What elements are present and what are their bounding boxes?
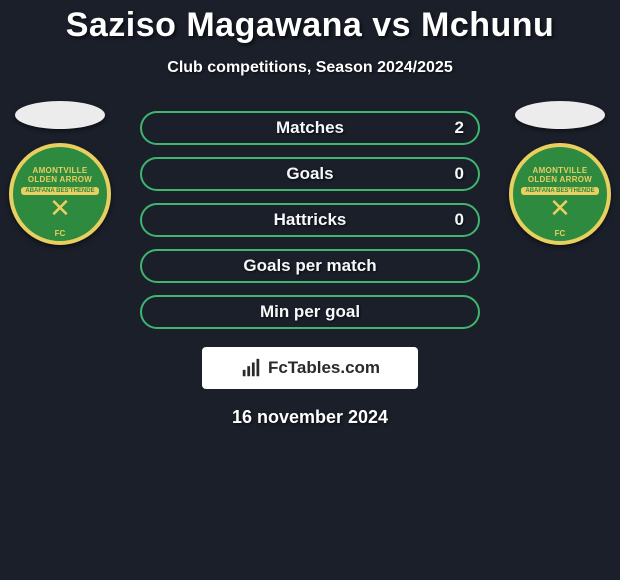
flag-left [15,101,105,129]
stat-row-hattricks: Hattricks 0 [140,203,480,237]
stat-label: Goals [286,164,333,184]
arrows-icon-left: ✕ [49,197,71,220]
stat-label: Goals per match [243,256,376,276]
comparison-content: AMONTVILLE OLDEN ARROW ABAFANA BES'THEND… [0,111,620,428]
stat-rows: Matches 2 Goals 0 Hattricks 0 Goals per … [140,111,480,329]
player-right-side: AMONTVILLE OLDEN ARROW ABAFANA BES'THEND… [500,101,620,245]
stat-label: Hattricks [274,210,347,230]
stat-row-min-per-goal: Min per goal [140,295,480,329]
player-left-side: AMONTVILLE OLDEN ARROW ABAFANA BES'THEND… [0,101,120,245]
bar-chart-icon [240,357,262,379]
club-name-line2-right: OLDEN ARROW [528,176,592,184]
stat-row-matches: Matches 2 [140,111,480,145]
club-badge-right: AMONTVILLE OLDEN ARROW ABAFANA BES'THEND… [509,143,611,245]
stat-right-value: 0 [455,210,464,230]
flag-right [515,101,605,129]
page-title: Saziso Magawana vs Mchunu [0,0,620,45]
club-fc-left: FC [55,229,66,238]
arrows-icon-right: ✕ [549,197,571,220]
fctables-logo[interactable]: FcTables.com [202,347,418,389]
comparison-date: 16 november 2024 [0,407,620,428]
fctables-logo-text: FcTables.com [268,358,380,378]
stat-right-value: 2 [455,118,464,138]
page-subtitle: Club competitions, Season 2024/2025 [0,59,620,77]
stat-label: Min per goal [260,302,360,322]
stat-row-goals: Goals 0 [140,157,480,191]
stat-row-goals-per-match: Goals per match [140,249,480,283]
club-fc-right: FC [555,229,566,238]
club-badge-left: AMONTVILLE OLDEN ARROW ABAFANA BES'THEND… [9,143,111,245]
stat-right-value: 0 [455,164,464,184]
stat-label: Matches [276,118,344,138]
club-name-line2-left: OLDEN ARROW [28,176,92,184]
